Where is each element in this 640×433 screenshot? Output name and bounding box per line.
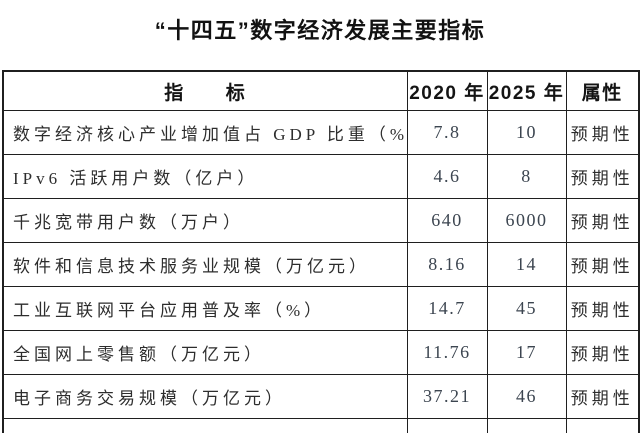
value-2025: 6000 xyxy=(486,198,567,243)
attribute-value: 预期性 xyxy=(565,330,640,375)
attribute-value: 预期性 xyxy=(565,154,640,199)
table-row: 在线政务服务实名用户规模（亿） 4 8 预期性 xyxy=(2,418,640,433)
value-2025: 8 xyxy=(486,154,567,199)
indicators-table: 指 标 2020 年 2025 年 属性 数字经济核心产业增加值占 GDP 比重… xyxy=(2,70,640,433)
value-2020: 8.16 xyxy=(406,242,488,287)
table-row: IPv6 活跃用户数（亿户） 4.6 8 预期性 xyxy=(2,154,640,199)
value-2020: 4.6 xyxy=(406,154,488,199)
indicator-name: 电子商务交易规模（万亿元） xyxy=(2,374,408,419)
value-2025: 8 xyxy=(486,418,567,433)
document-page: “十四五”数字经济发展主要指标 指 标 2020 年 2025 年 属性 数字经… xyxy=(0,13,640,433)
attribute-value: 预期性 xyxy=(565,286,640,331)
header-attribute: 属性 xyxy=(565,70,640,111)
page-title: “十四五”数字经济发展主要指标 xyxy=(154,18,486,43)
indicator-name: 数字经济核心产业增加值占 GDP 比重（%） xyxy=(2,110,408,155)
value-2020: 4 xyxy=(406,418,488,433)
indicator-name: 在线政务服务实名用户规模（亿） xyxy=(2,418,408,433)
indicator-name: 工业互联网平台应用普及率（%） xyxy=(2,286,408,331)
value-2020: 7.8 xyxy=(406,110,488,155)
value-2020: 640 xyxy=(406,198,488,243)
value-2025: 46 xyxy=(486,374,567,419)
value-2025: 10 xyxy=(486,110,567,155)
table-row: 千兆宽带用户数（万户） 640 6000 预期性 xyxy=(2,198,640,243)
value-2020: 14.7 xyxy=(406,286,488,331)
attribute-value: 预期性 xyxy=(565,242,640,287)
indicator-name: 全国网上零售额（万亿元） xyxy=(2,330,408,375)
attribute-value: 预期性 xyxy=(565,418,640,433)
indicator-name: 软件和信息技术服务业规模（万亿元） xyxy=(2,242,408,287)
attribute-value: 预期性 xyxy=(565,374,640,419)
indicator-name: 千兆宽带用户数（万户） xyxy=(2,198,408,243)
table-row: 数字经济核心产业增加值占 GDP 比重（%） 7.8 10 预期性 xyxy=(2,110,640,155)
value-2025: 17 xyxy=(486,330,567,375)
value-2020: 37.21 xyxy=(406,374,488,419)
indicator-name: IPv6 活跃用户数（亿户） xyxy=(2,154,408,199)
table-row: 全国网上零售额（万亿元） 11.76 17 预期性 xyxy=(2,330,640,375)
table-row: 工业互联网平台应用普及率（%） 14.7 45 预期性 xyxy=(2,286,640,331)
header-indicator: 指 标 xyxy=(2,70,408,111)
attribute-value: 预期性 xyxy=(565,110,640,155)
header-year-2020: 2020 年 xyxy=(406,70,488,111)
table-header-row: 指 标 2020 年 2025 年 属性 xyxy=(2,70,640,111)
value-2025: 14 xyxy=(486,242,567,287)
value-2025: 45 xyxy=(486,286,567,331)
value-2020: 11.76 xyxy=(406,330,488,375)
header-year-2025: 2025 年 xyxy=(486,70,567,111)
table-row: 电子商务交易规模（万亿元） 37.21 46 预期性 xyxy=(2,374,640,419)
attribute-value: 预期性 xyxy=(565,198,640,243)
table-row: 软件和信息技术服务业规模（万亿元） 8.16 14 预期性 xyxy=(2,242,640,287)
